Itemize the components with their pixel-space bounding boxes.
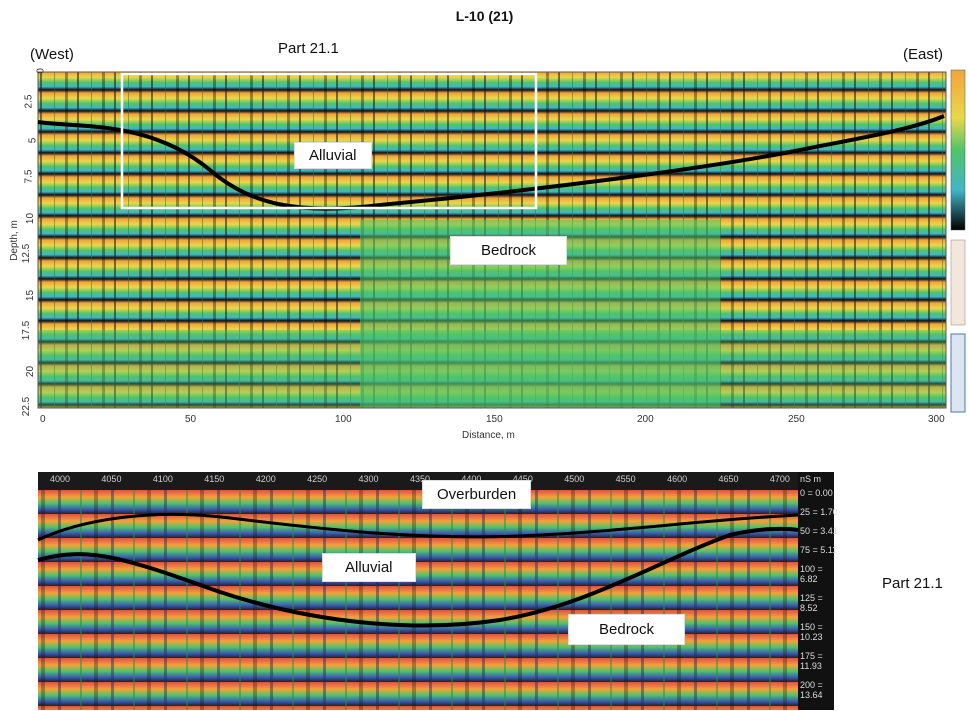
ruler-tick: 4700 bbox=[769, 474, 790, 484]
ruler-tick: 4450 bbox=[512, 474, 533, 484]
scale-box-3 bbox=[950, 333, 966, 413]
x-tick: 200 bbox=[637, 414, 654, 425]
bottom-right-scale: nS m bbox=[800, 474, 836, 484]
ruler-tick: 4400 bbox=[461, 474, 482, 484]
x-tick: 300 bbox=[928, 414, 945, 425]
alluvial-label-bottom: Alluvial bbox=[322, 553, 416, 582]
alluvial-boundary bbox=[37, 114, 945, 211]
depth-tick: 0 = 0.00 bbox=[800, 488, 833, 498]
ruler-tick: 4050 bbox=[101, 474, 122, 484]
ruler-tick: 4650 bbox=[718, 474, 739, 484]
ruler-tick: 4100 bbox=[152, 474, 173, 484]
overburden-label: Overburden bbox=[422, 480, 532, 509]
bedrock-label-bottom: Bedrock bbox=[568, 614, 686, 645]
x-axis-label: Distance, m bbox=[462, 430, 515, 441]
overburden-boundary bbox=[37, 512, 799, 542]
ruler-tick: 4350 bbox=[409, 474, 430, 484]
part-label-top: Part 21.1 bbox=[278, 40, 339, 57]
depth-tick: 125 = 8.52 bbox=[800, 593, 823, 613]
bedrock-label-top: Bedrock bbox=[450, 236, 568, 265]
x-tick: 150 bbox=[486, 414, 503, 425]
ruler-tick: 4500 bbox=[564, 474, 585, 484]
figure-title: L-10 (21) bbox=[455, 8, 514, 24]
depth-tick: 75 = 5.11 bbox=[800, 545, 838, 555]
ruler-tick: 4200 bbox=[255, 474, 276, 484]
depth-tick: 175 = 11.93 bbox=[800, 651, 823, 671]
alluvial-label-top: Alluvial bbox=[294, 142, 372, 169]
x-tick: 100 bbox=[335, 414, 352, 425]
bedrock-boundary bbox=[37, 526, 799, 628]
x-tick: 0 bbox=[40, 414, 46, 425]
color-scale bbox=[950, 69, 966, 231]
ruler-tick: 4250 bbox=[307, 474, 328, 484]
scale-header: nS m bbox=[800, 474, 822, 484]
depth-tick: 25 = 1.70 bbox=[800, 507, 838, 517]
scale-box-2 bbox=[950, 239, 966, 326]
part-label-bottom: Part 21.1 bbox=[882, 575, 943, 592]
ruler-tick: 4000 bbox=[50, 474, 71, 484]
ruler-tick: 4300 bbox=[358, 474, 379, 484]
x-tick: 250 bbox=[788, 414, 805, 425]
ruler-tick: 4600 bbox=[667, 474, 688, 484]
x-tick: 50 bbox=[185, 414, 197, 425]
highlight-box bbox=[120, 72, 538, 210]
depth-tick: 50 = 3.41 bbox=[800, 526, 838, 536]
depth-tick: 200 = 13.64 bbox=[800, 680, 823, 700]
depth-tick: 100 = 6.82 bbox=[800, 564, 823, 584]
ruler-tick: 4550 bbox=[615, 474, 636, 484]
west-label: (West) bbox=[30, 46, 74, 63]
depth-tick: 150 = 10.23 bbox=[800, 622, 823, 642]
bottom-top-ruler: 4000 4050 4100 4150 4200 4250 4300 4350 … bbox=[50, 474, 790, 488]
bottom-depth-ticks: 0 = 0.00 25 = 1.70 50 = 3.41 75 = 5.11 1… bbox=[800, 488, 840, 700]
ruler-tick: 4150 bbox=[204, 474, 225, 484]
east-label: (East) bbox=[903, 46, 944, 63]
